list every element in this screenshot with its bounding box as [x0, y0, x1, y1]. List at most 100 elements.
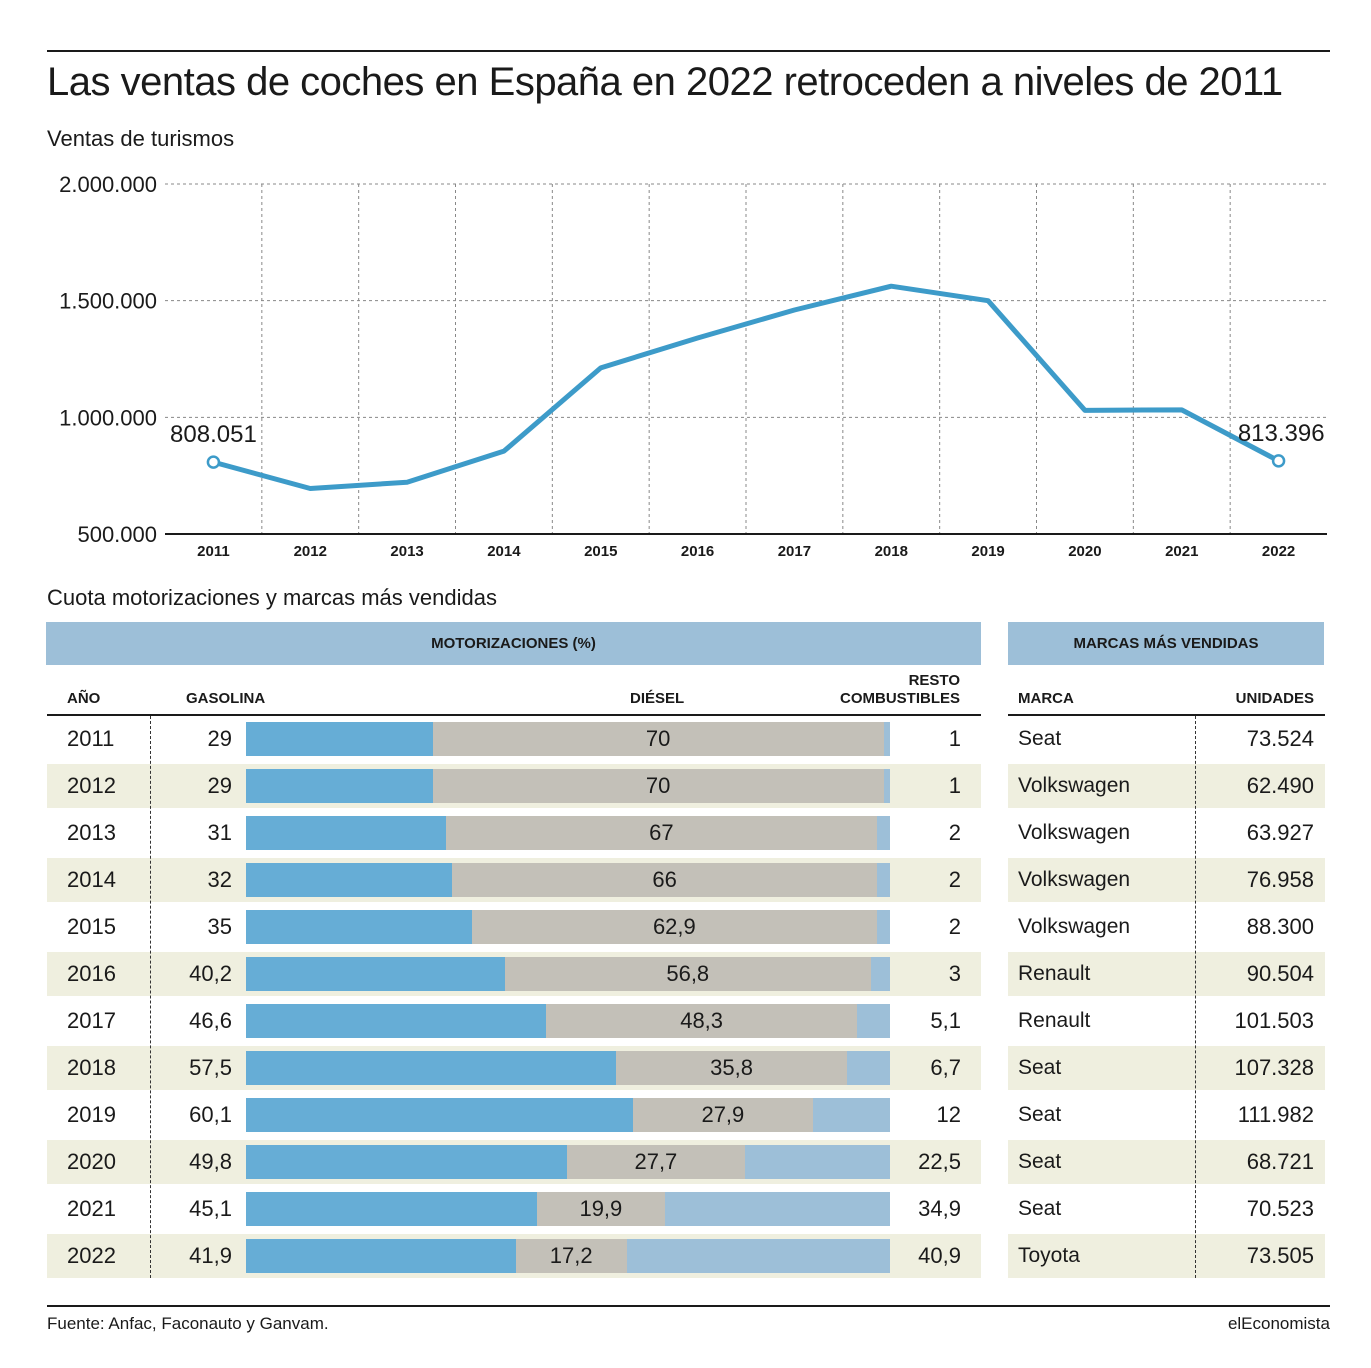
- rest-bar: [745, 1145, 890, 1179]
- brand-cell: Renault: [1018, 1009, 1091, 1032]
- x-tick-label: 2019: [971, 543, 1004, 560]
- diesel-bar: [471, 910, 878, 944]
- brand-cell: Volkswagen: [1018, 774, 1131, 797]
- rest-bar: [877, 816, 890, 850]
- table-row: 2020 49,8 27,7 22,5: [47, 1140, 981, 1184]
- col-header-units: UNIDADES: [1235, 690, 1314, 707]
- table-row: 2011 29 70 1: [47, 717, 981, 761]
- units-cell: 73.524: [1246, 726, 1314, 751]
- bottom-rule: [47, 1305, 1330, 1307]
- brands-header-rule: [1008, 714, 1325, 716]
- gasoline-value: 29: [207, 726, 232, 751]
- rest-value: 2: [948, 820, 961, 845]
- table-row: Renault 101.503: [1008, 999, 1325, 1043]
- y-tick-label: 1.500.000: [59, 289, 157, 314]
- gasoline-value: 57,5: [189, 1055, 232, 1080]
- brands-table-body: Seat 73.524 Volkswagen 62.490 Volkswagen 63.9…: [1008, 716, 1325, 1280]
- units-cell: 70.523: [1246, 1196, 1314, 1221]
- endpoint-marker: [1271, 454, 1286, 468]
- diesel-bar: [445, 816, 878, 850]
- rest-bar: [877, 910, 890, 944]
- rest-bar: [870, 957, 890, 991]
- section-title: Cuota motorizaciones y marcas más vendid…: [47, 585, 497, 610]
- col-header-rest-2: COMBUSTIBLES: [840, 690, 960, 707]
- rest-bar: [812, 1098, 890, 1132]
- page-title: Las ventas de coches en España en 2022 r…: [47, 60, 1283, 104]
- diesel-bar: [566, 1145, 746, 1179]
- rest-value: 1: [948, 773, 961, 798]
- units-cell: 73.505: [1246, 1243, 1314, 1268]
- year-cell: 2017: [67, 1008, 116, 1033]
- x-tick-label: 2022: [1262, 543, 1295, 560]
- motor-year-divider: [150, 716, 151, 1278]
- gasoline-bar: [246, 1004, 547, 1038]
- table-row: Seat 68.721: [1008, 1140, 1325, 1184]
- brand-cell: Seat: [1018, 727, 1062, 750]
- table-row: 2017 46,6 48,3 5,1: [47, 999, 981, 1043]
- brands-band: MARCAS MÁS VENDIDAS: [1008, 622, 1324, 665]
- y-tick-label: 2.000.000: [59, 172, 157, 197]
- year-cell: 2019: [67, 1102, 116, 1127]
- table-row: Volkswagen 76.958: [1008, 858, 1325, 902]
- year-cell: 2013: [67, 820, 116, 845]
- table-row: Seat 70.523: [1008, 1187, 1325, 1231]
- diesel-value: 62,9: [652, 914, 696, 939]
- units-cell: 107.328: [1234, 1055, 1314, 1080]
- diesel-bar: [536, 1192, 666, 1226]
- year-cell: 2020: [67, 1149, 116, 1174]
- gasoline-bar: [246, 1098, 634, 1132]
- units-cell: 88.300: [1246, 914, 1314, 939]
- x-tick-label: 2021: [1165, 543, 1198, 560]
- table-row: Volkswagen 88.300: [1008, 905, 1325, 949]
- rest-bar: [883, 769, 890, 803]
- col-header-brand: MARCA: [1018, 690, 1074, 707]
- year-cell: 2011: [67, 726, 115, 751]
- rest-value: 3: [948, 961, 961, 986]
- rest-bar: [877, 863, 890, 897]
- diesel-value: 27,7: [634, 1149, 678, 1174]
- brands-divider: [1195, 716, 1196, 1278]
- diesel-value: 35,8: [710, 1055, 753, 1080]
- year-cell: 2018: [67, 1055, 116, 1080]
- brand-cell: Renault: [1018, 962, 1091, 985]
- diesel-value: 56,8: [666, 961, 710, 986]
- diesel-value: 48,3: [680, 1008, 724, 1033]
- gasoline-bar: [246, 769, 433, 803]
- year-cell: 2015: [67, 914, 116, 939]
- gasoline-value: 40,2: [189, 961, 232, 986]
- table-row: 2019 60,1 27,9 12: [47, 1093, 981, 1137]
- data-label: 813.396: [1238, 420, 1325, 447]
- diesel-bar: [504, 957, 871, 991]
- x-tick-label: 2014: [487, 543, 521, 560]
- rest-bar: [665, 1192, 890, 1226]
- gasoline-value: 29: [207, 773, 232, 798]
- table-row: 2015 35 62,9 2: [47, 905, 981, 949]
- gasoline-bar: [246, 1192, 537, 1226]
- rest-bar: [883, 722, 890, 756]
- gasoline-value: 35: [207, 914, 232, 939]
- col-header-gasoline: GASOLINA: [186, 690, 266, 707]
- gasoline-value: 31: [207, 820, 232, 845]
- units-cell: 101.503: [1234, 1008, 1314, 1033]
- rest-value: 6,7: [930, 1055, 961, 1080]
- year-cell: 2012: [67, 773, 116, 798]
- rest-value: 22,5: [918, 1149, 961, 1174]
- rest-value: 12: [936, 1102, 961, 1127]
- diesel-value: 67: [649, 820, 674, 845]
- year-cell: 2022: [67, 1243, 116, 1268]
- table-row: Renault 90.504: [1008, 952, 1325, 996]
- rest-value: 2: [948, 867, 961, 892]
- rest-value: 40,9: [918, 1243, 961, 1268]
- units-cell: 68.721: [1246, 1149, 1314, 1174]
- x-tick-label: 2012: [294, 543, 327, 560]
- table-row: Seat 111.982: [1008, 1093, 1325, 1137]
- x-tick-label: 2018: [875, 543, 908, 560]
- endpoint-marker: [206, 455, 221, 469]
- top-rule: [47, 50, 1330, 52]
- chart-subtitle: Ventas de turismos: [47, 126, 235, 151]
- table-row: Volkswagen 63.927: [1008, 811, 1325, 855]
- diesel-bar: [633, 1098, 813, 1132]
- y-tick-label: 500.000: [77, 522, 157, 547]
- gasoline-bar: [246, 1051, 617, 1085]
- x-tick-label: 2013: [390, 543, 423, 560]
